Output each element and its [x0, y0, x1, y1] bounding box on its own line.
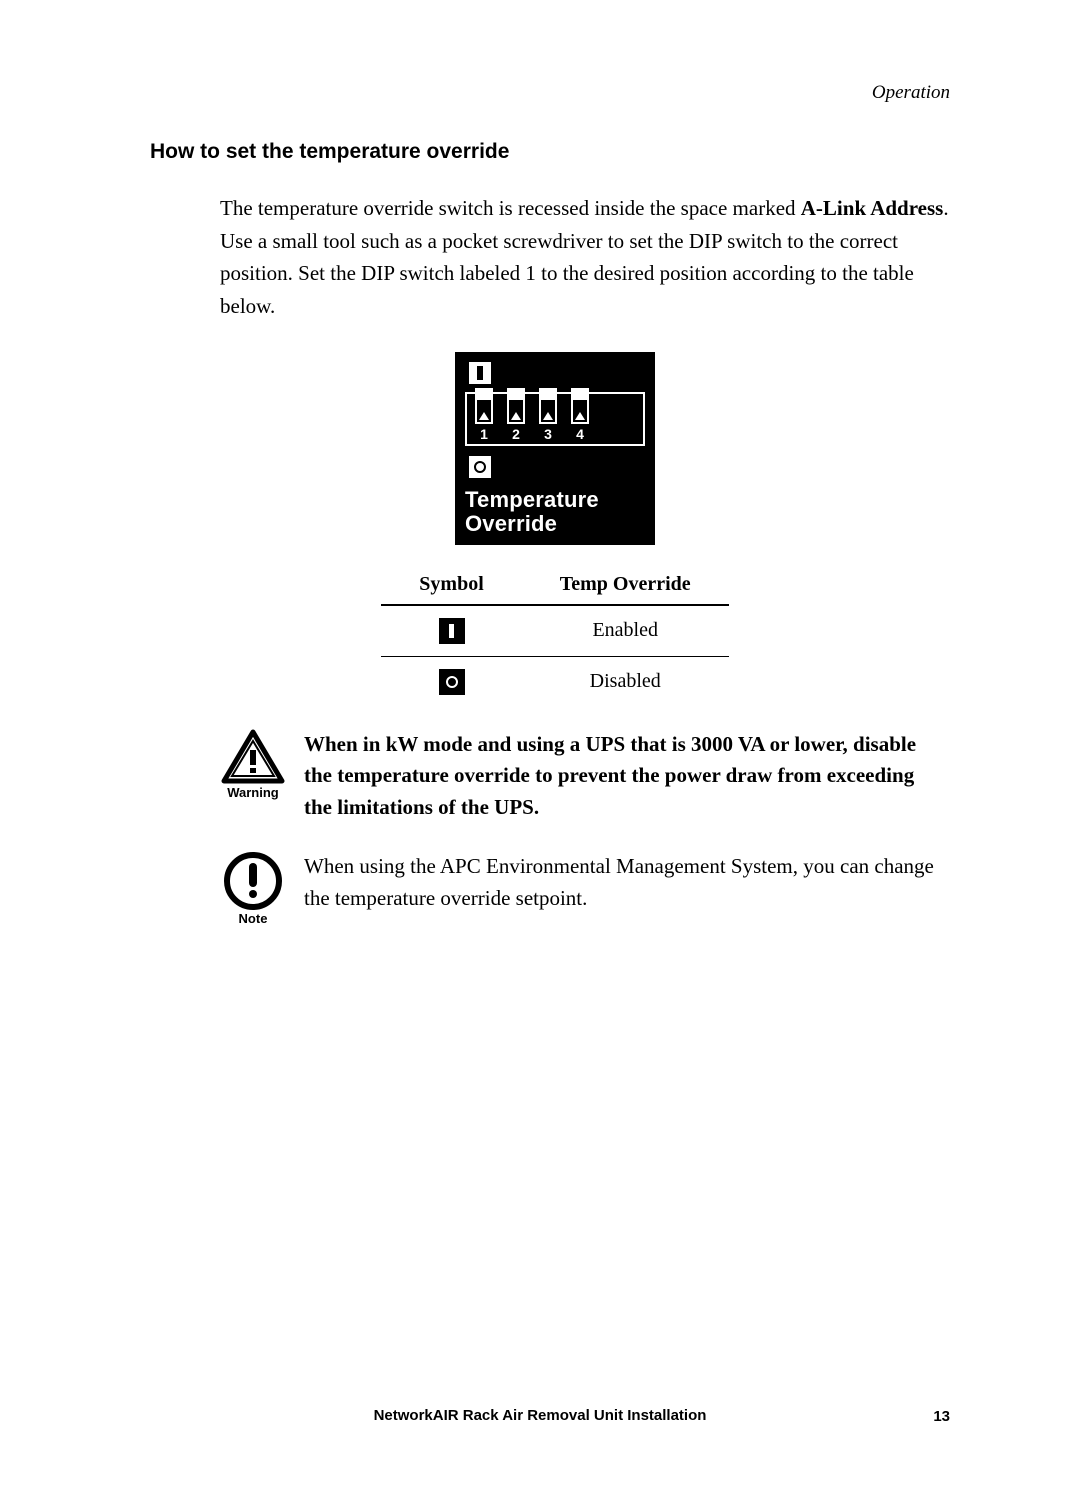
table-row: Enabled: [381, 605, 728, 657]
warning-label: Warning: [227, 785, 279, 800]
override-table: Symbol Temp Override Enabled Disabled: [381, 563, 728, 707]
warning-callout: Warning When in kW mode and using a UPS …: [220, 729, 940, 824]
page-footer: NetworkAIR Rack Air Removal Unit Install…: [0, 1407, 1080, 1425]
table-row: Disabled: [381, 656, 728, 707]
section-heading: How to set the temperature override: [150, 140, 960, 164]
table-cell-symbol-o: [381, 656, 521, 707]
dip-switch-2: 2: [505, 398, 527, 442]
note-label: Note: [239, 911, 268, 926]
dip-label-line2: Override: [465, 511, 557, 536]
intro-paragraph: The temperature override switch is reces…: [220, 192, 950, 322]
symbol-o-icon: [439, 669, 465, 695]
table-header-override: Temp Override: [522, 563, 729, 605]
dip-panel: 1 2 3 4 Temperature Override: [455, 352, 655, 544]
note-icon: Note: [220, 851, 286, 926]
dip-num-4: 4: [576, 426, 584, 442]
dip-label: Temperature Override: [465, 488, 645, 536]
warning-icon: Warning: [220, 729, 286, 800]
intro-bold: A-Link Address: [801, 196, 944, 220]
note-callout: Note When using the APC Environmental Ma…: [220, 851, 940, 926]
page: Operation How to set the temperature ove…: [0, 0, 1080, 1485]
table-cell-symbol-i: [381, 605, 521, 657]
dip-num-3: 3: [544, 426, 552, 442]
dip-switch-1: 1: [473, 398, 495, 442]
table-header-row: Symbol Temp Override: [381, 563, 728, 605]
note-text: When using the APC Environmental Managem…: [304, 851, 940, 914]
dip-o-icon: [469, 456, 491, 478]
table-cell-enabled: Enabled: [522, 605, 729, 657]
intro-part1: The temperature override switch is reces…: [220, 196, 801, 220]
dip-label-line1: Temperature: [465, 487, 599, 512]
table-cell-disabled: Disabled: [522, 656, 729, 707]
footer-title: NetworkAIR Rack Air Removal Unit Install…: [374, 1407, 707, 1424]
dip-i-icon: [469, 362, 491, 384]
dip-switch-4: 4: [569, 398, 591, 442]
dip-switch-box: 1 2 3 4: [465, 392, 645, 446]
symbol-i-icon: [439, 618, 465, 644]
warning-text: When in kW mode and using a UPS that is …: [304, 729, 940, 824]
footer-page-number: 13: [933, 1408, 950, 1425]
header-section: Operation: [872, 82, 950, 104]
dip-switch-figure: 1 2 3 4 Temperature Override: [455, 352, 655, 544]
dip-num-2: 2: [512, 426, 520, 442]
dip-num-1: 1: [480, 426, 488, 442]
table-header-symbol: Symbol: [381, 563, 521, 605]
dip-switch-3: 3: [537, 398, 559, 442]
